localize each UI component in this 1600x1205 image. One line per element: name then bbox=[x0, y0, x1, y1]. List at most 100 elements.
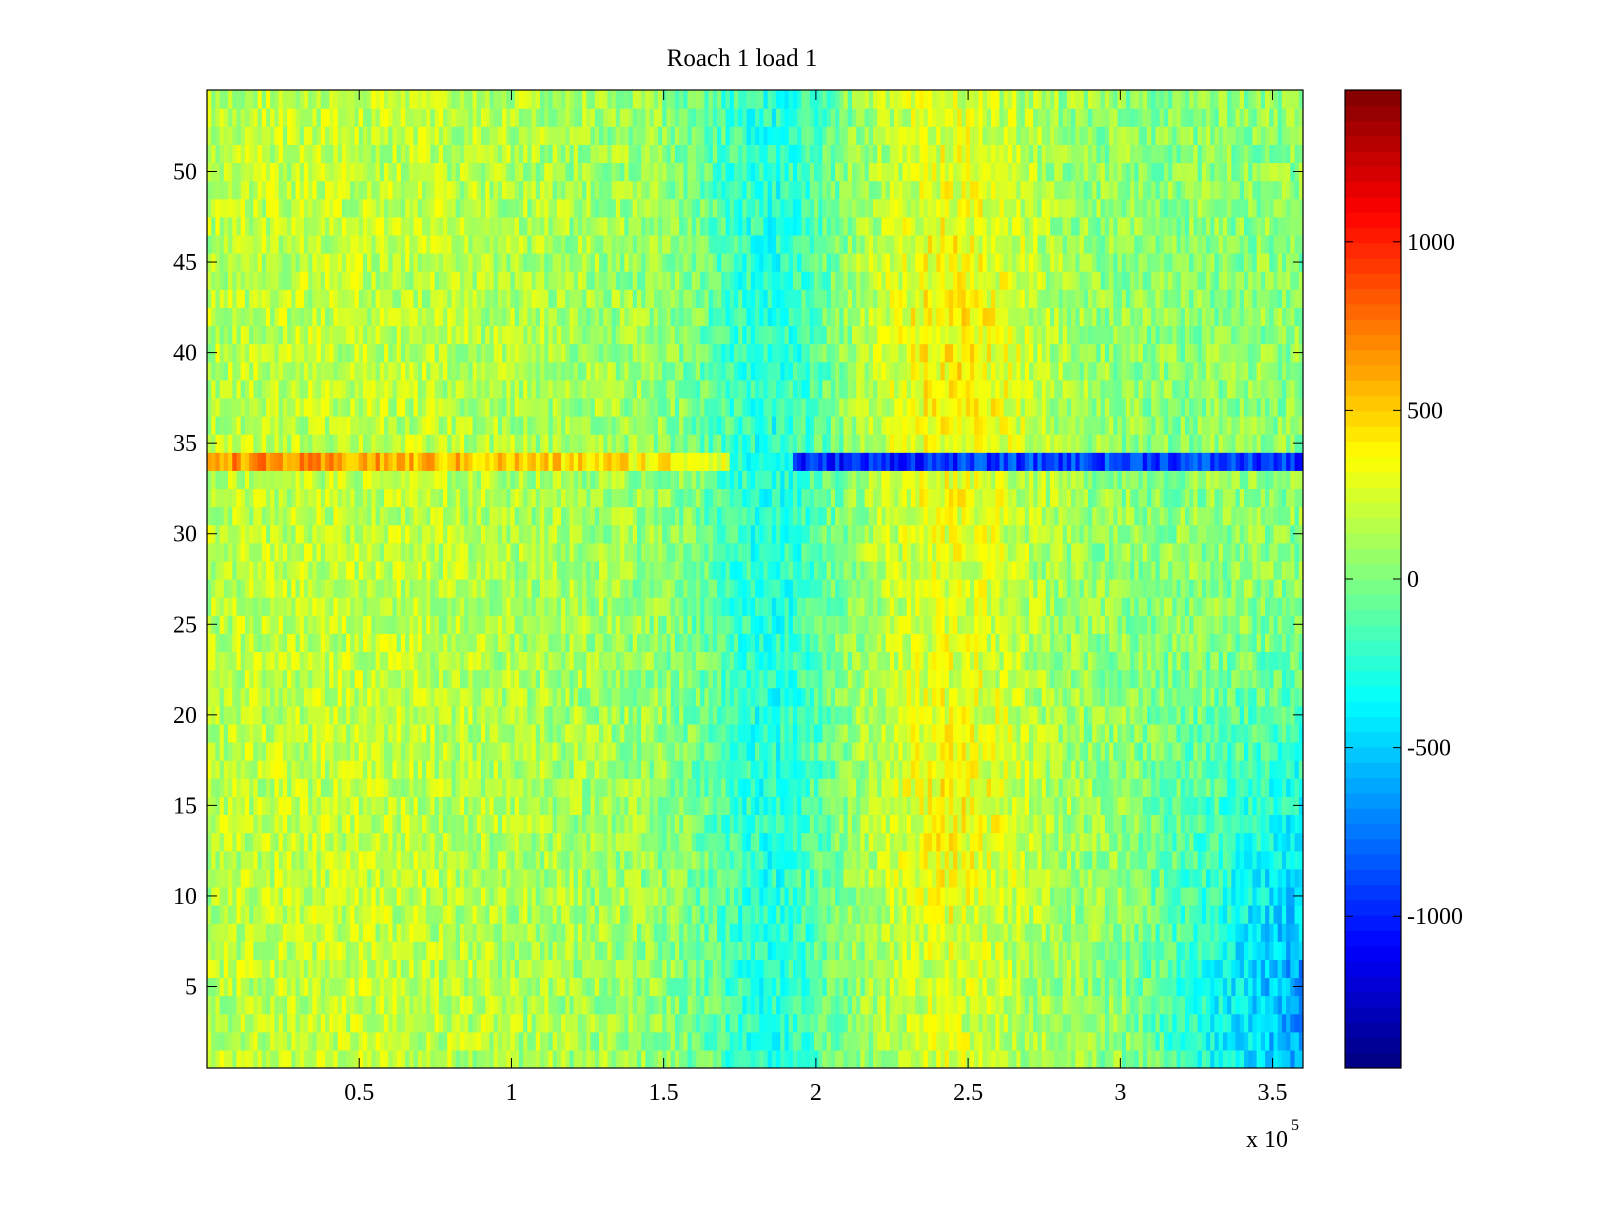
heatmap-cell bbox=[502, 850, 507, 870]
heatmap-cell bbox=[835, 723, 840, 743]
heatmap-cell bbox=[1037, 778, 1043, 797]
heatmap-cell bbox=[430, 977, 436, 997]
heatmap-cell bbox=[1214, 742, 1220, 761]
heatmap-cell bbox=[325, 742, 330, 761]
heatmap-cell bbox=[645, 868, 651, 888]
heatmap-cell bbox=[822, 850, 828, 870]
heatmap-cell bbox=[468, 760, 474, 779]
heatmap-cell bbox=[1218, 886, 1224, 906]
heatmap-cell bbox=[889, 850, 895, 870]
heatmap-cell bbox=[1277, 742, 1283, 761]
heatmap-cell bbox=[1218, 814, 1224, 834]
heatmap-cell bbox=[674, 1049, 680, 1068]
heatmap-cell bbox=[434, 760, 440, 779]
heatmap-cell bbox=[358, 977, 364, 997]
heatmap-cell bbox=[725, 923, 731, 942]
heatmap-cell bbox=[700, 742, 706, 761]
heatmap-cell bbox=[325, 905, 330, 924]
heatmap-cell bbox=[902, 923, 908, 942]
heatmap-cell bbox=[1201, 1031, 1207, 1051]
heatmap-cell bbox=[430, 1031, 436, 1051]
heatmap-cell bbox=[889, 977, 895, 997]
heatmap-cell bbox=[1222, 760, 1228, 779]
heatmap-cell bbox=[1184, 959, 1190, 979]
heatmap-cell bbox=[1298, 941, 1303, 960]
heatmap-cell bbox=[1159, 886, 1165, 906]
heatmap-cell bbox=[506, 814, 512, 834]
heatmap-cell bbox=[868, 814, 874, 834]
heatmap-cell bbox=[257, 723, 263, 743]
heatmap-cell bbox=[316, 760, 322, 779]
heatmap-cell bbox=[346, 796, 351, 816]
heatmap-cell bbox=[1265, 742, 1270, 761]
heatmap-cell bbox=[965, 886, 971, 906]
heatmap-cell bbox=[1290, 1031, 1296, 1051]
heatmap-cell bbox=[413, 796, 419, 816]
heatmap-cell bbox=[1130, 923, 1135, 942]
heatmap-cell bbox=[974, 742, 980, 761]
heatmap-cell bbox=[544, 760, 550, 779]
heatmap-cell bbox=[792, 959, 798, 979]
heatmap-cell bbox=[295, 959, 301, 979]
heatmap-cell bbox=[426, 868, 432, 888]
heatmap-cell bbox=[759, 814, 765, 834]
heatmap-cell bbox=[1294, 850, 1300, 870]
heatmap-cell bbox=[552, 905, 558, 924]
heatmap-cell bbox=[742, 1013, 748, 1033]
heatmap-cell bbox=[599, 850, 604, 870]
heatmap-cell bbox=[1260, 886, 1266, 906]
heatmap-cell bbox=[362, 959, 368, 979]
heatmap-cell bbox=[641, 796, 646, 816]
heatmap-cell bbox=[207, 941, 212, 960]
heatmap-cell bbox=[953, 995, 958, 1015]
heatmap-cell bbox=[1096, 868, 1102, 888]
heatmap-cell bbox=[447, 905, 453, 924]
heatmap-cell bbox=[649, 814, 655, 834]
heatmap-cell bbox=[249, 742, 254, 761]
heatmap-cell bbox=[1062, 1049, 1068, 1068]
heatmap-cell bbox=[822, 814, 828, 834]
heatmap-cell bbox=[325, 941, 330, 960]
heatmap-cell bbox=[1037, 850, 1043, 870]
heatmap-cell bbox=[860, 1013, 866, 1033]
heatmap-cell bbox=[704, 1031, 710, 1051]
heatmap-cell bbox=[1104, 1013, 1110, 1033]
heatmap-cell bbox=[1252, 886, 1258, 906]
heatmap-cell bbox=[1151, 941, 1157, 960]
heatmap-cell bbox=[982, 1049, 988, 1068]
heatmap-cell bbox=[1147, 796, 1152, 816]
heatmap-cell bbox=[506, 923, 512, 942]
heatmap-cell bbox=[1041, 959, 1047, 979]
heatmap-cell bbox=[506, 760, 512, 779]
heatmap-cell bbox=[910, 977, 916, 997]
heatmap-cell bbox=[1147, 923, 1152, 942]
heatmap-cell bbox=[927, 1049, 933, 1068]
heatmap-cell bbox=[906, 923, 912, 942]
heatmap-cell bbox=[1290, 832, 1296, 852]
heatmap-cell bbox=[1298, 923, 1303, 942]
heatmap-cell bbox=[362, 723, 368, 743]
heatmap-cell bbox=[632, 742, 638, 761]
heatmap-cell bbox=[1290, 995, 1296, 1015]
heatmap-cell bbox=[620, 977, 625, 997]
heatmap-cell bbox=[797, 977, 802, 997]
heatmap-cell bbox=[974, 1031, 980, 1051]
heatmap-cell bbox=[944, 868, 950, 888]
heatmap-cell bbox=[1045, 1049, 1051, 1068]
heatmap-cell bbox=[919, 796, 925, 816]
heatmap-cell bbox=[801, 1013, 807, 1033]
heatmap-cell bbox=[729, 814, 735, 834]
heatmap-cell bbox=[881, 995, 887, 1015]
heatmap-cell bbox=[413, 778, 419, 797]
heatmap-cell bbox=[1265, 868, 1270, 888]
heatmap-cell bbox=[1071, 1049, 1076, 1068]
heatmap-cell bbox=[464, 778, 469, 797]
heatmap-cell bbox=[894, 1013, 899, 1033]
heatmap-cell bbox=[409, 742, 415, 761]
heatmap-cell bbox=[936, 923, 942, 942]
heatmap-cell bbox=[953, 778, 958, 797]
heatmap-cell bbox=[792, 995, 798, 1015]
heatmap-cell bbox=[278, 886, 284, 906]
heatmap-cell bbox=[674, 778, 680, 797]
heatmap-cell bbox=[270, 886, 276, 906]
